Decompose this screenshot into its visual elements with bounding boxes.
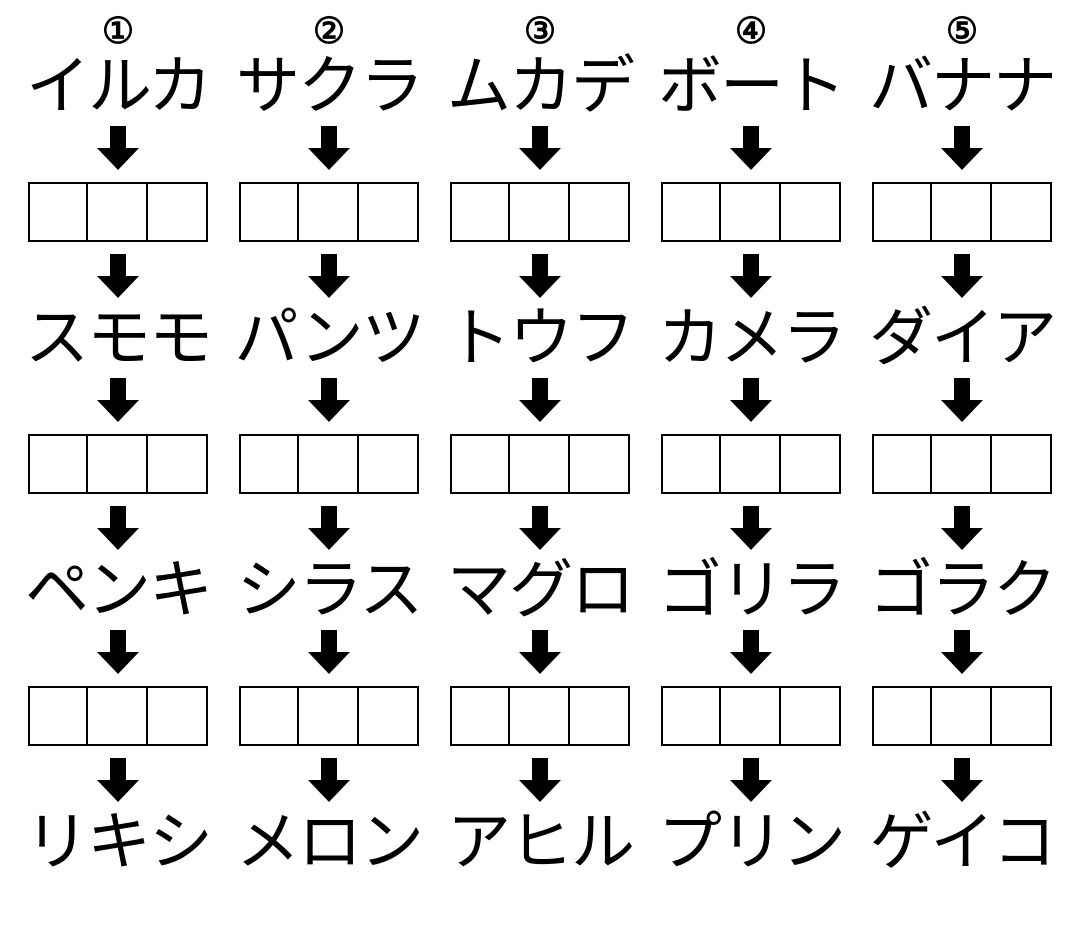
word: カメラ	[658, 306, 844, 370]
down-arrow-icon	[97, 126, 139, 170]
answer-boxes[interactable]	[28, 686, 208, 746]
word: プリン	[658, 810, 844, 874]
answer-boxes[interactable]	[239, 182, 419, 242]
down-arrow-icon	[730, 126, 772, 170]
down-arrow-icon	[730, 630, 772, 674]
answer-boxes[interactable]	[28, 434, 208, 494]
word: ペンキ	[25, 558, 211, 622]
word: アヒル	[447, 810, 633, 874]
down-arrow-icon	[308, 630, 350, 674]
word: メロン	[236, 810, 422, 874]
down-arrow-icon	[730, 506, 772, 550]
down-arrow-icon	[97, 254, 139, 298]
puzzle-grid: ① イルカ スモモ ペンキ リキシ ② サクラ パンツ シラス メロン ③ ムカ…	[20, 10, 1060, 874]
down-arrow-icon	[941, 126, 983, 170]
column-number-5: ⑤	[946, 10, 978, 52]
answer-boxes[interactable]	[239, 434, 419, 494]
word: バナナ	[869, 54, 1055, 118]
down-arrow-icon	[308, 378, 350, 422]
puzzle-column-5: ⑤ バナナ ダイア ゴラク ゲイコ	[864, 10, 1060, 874]
down-arrow-icon	[519, 506, 561, 550]
down-arrow-icon	[730, 254, 772, 298]
column-number-2: ②	[313, 10, 345, 52]
puzzle-column-1: ① イルカ スモモ ペンキ リキシ	[20, 10, 216, 874]
down-arrow-icon	[941, 378, 983, 422]
word: サクラ	[236, 54, 422, 118]
word: ゴラク	[869, 558, 1055, 622]
answer-boxes[interactable]	[450, 686, 630, 746]
down-arrow-icon	[941, 630, 983, 674]
answer-boxes[interactable]	[872, 182, 1052, 242]
word: イルカ	[26, 54, 210, 118]
down-arrow-icon	[519, 378, 561, 422]
word: スモモ	[25, 306, 211, 370]
answer-boxes[interactable]	[28, 182, 208, 242]
down-arrow-icon	[308, 254, 350, 298]
down-arrow-icon	[941, 758, 983, 802]
down-arrow-icon	[97, 506, 139, 550]
down-arrow-icon	[308, 126, 350, 170]
word: マグロ	[447, 558, 633, 622]
column-number-1: ①	[102, 10, 134, 52]
answer-boxes[interactable]	[661, 686, 841, 746]
puzzle-column-4: ④ ボート カメラ ゴリラ プリン	[653, 10, 849, 874]
word: ゴリラ	[658, 558, 844, 622]
word: ボート	[658, 54, 844, 118]
down-arrow-icon	[519, 254, 561, 298]
down-arrow-icon	[519, 126, 561, 170]
word: ムカデ	[447, 54, 633, 118]
answer-boxes[interactable]	[450, 182, 630, 242]
answer-boxes[interactable]	[661, 434, 841, 494]
answer-boxes[interactable]	[661, 182, 841, 242]
down-arrow-icon	[97, 378, 139, 422]
answer-boxes[interactable]	[450, 434, 630, 494]
column-number-3: ③	[524, 10, 556, 52]
answer-boxes[interactable]	[872, 686, 1052, 746]
column-number-4: ④	[735, 10, 767, 52]
down-arrow-icon	[308, 506, 350, 550]
word: パンツ	[234, 306, 423, 370]
down-arrow-icon	[97, 758, 139, 802]
answer-boxes[interactable]	[239, 686, 419, 746]
down-arrow-icon	[519, 630, 561, 674]
word: ダイア	[869, 306, 1055, 370]
puzzle-column-3: ③ ムカデ トウフ マグロ アヒル	[442, 10, 638, 874]
down-arrow-icon	[730, 758, 772, 802]
down-arrow-icon	[308, 758, 350, 802]
word: ゲイコ	[870, 810, 1055, 874]
word: リキシ	[25, 810, 211, 874]
down-arrow-icon	[941, 254, 983, 298]
down-arrow-icon	[519, 758, 561, 802]
puzzle-column-2: ② サクラ パンツ シラス メロン	[231, 10, 427, 874]
down-arrow-icon	[97, 630, 139, 674]
word: シラス	[237, 558, 422, 622]
down-arrow-icon	[730, 378, 772, 422]
answer-boxes[interactable]	[872, 434, 1052, 494]
down-arrow-icon	[941, 506, 983, 550]
word: トウフ	[447, 306, 633, 370]
